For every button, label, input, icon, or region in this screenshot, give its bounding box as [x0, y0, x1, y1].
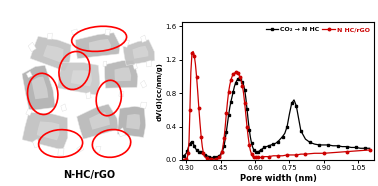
N HC/rGO [204, 157, 209, 159]
Polygon shape [147, 60, 151, 67]
Polygon shape [123, 40, 155, 65]
Polygon shape [86, 92, 91, 99]
Polygon shape [133, 63, 138, 69]
Polygon shape [95, 146, 101, 153]
Polygon shape [103, 61, 107, 66]
Polygon shape [71, 70, 92, 86]
Polygon shape [126, 114, 140, 129]
Line: CO₂ → N HC: CO₂ → N HC [183, 77, 371, 159]
Polygon shape [140, 80, 147, 88]
Text: N-HC/rGO: N-HC/rGO [63, 170, 115, 180]
Polygon shape [43, 45, 64, 62]
Polygon shape [140, 102, 147, 109]
N HC/rGO [191, 50, 195, 53]
Polygon shape [118, 106, 146, 137]
Polygon shape [37, 121, 59, 140]
Polygon shape [76, 33, 120, 59]
Polygon shape [28, 42, 36, 52]
N HC/rGO [254, 156, 259, 159]
Polygon shape [71, 29, 78, 35]
N HC/rGO [225, 100, 230, 103]
Polygon shape [32, 77, 48, 99]
CO₂ → N HC [182, 155, 186, 157]
N HC/rGO [209, 158, 214, 160]
CO₂ → N HC [367, 147, 372, 149]
Polygon shape [61, 104, 67, 111]
Legend: CO₂ → N HC, N HC/rGO: CO₂ → N HC, N HC/rGO [265, 25, 371, 33]
X-axis label: Pore width (nm): Pore width (nm) [240, 174, 316, 183]
Polygon shape [119, 92, 124, 97]
CO₂ → N HC [235, 78, 240, 80]
Polygon shape [47, 33, 53, 39]
Polygon shape [105, 29, 110, 35]
Polygon shape [30, 36, 71, 71]
CO₂ → N HC [285, 126, 290, 128]
Polygon shape [133, 46, 148, 59]
Polygon shape [26, 71, 32, 78]
Polygon shape [26, 109, 33, 116]
N HC/rGO [224, 112, 229, 114]
Polygon shape [22, 65, 55, 111]
Polygon shape [118, 128, 125, 137]
Polygon shape [57, 63, 100, 95]
Polygon shape [58, 148, 64, 155]
CO₂ → N HC [232, 85, 237, 88]
Polygon shape [105, 60, 138, 88]
N HC/rGO [367, 149, 372, 151]
CO₂ → N HC [218, 153, 223, 155]
Polygon shape [77, 104, 119, 139]
N HC/rGO [240, 85, 245, 87]
Polygon shape [141, 35, 146, 43]
Polygon shape [33, 139, 40, 148]
Polygon shape [22, 112, 68, 150]
N HC/rGO [182, 159, 186, 161]
Polygon shape [89, 39, 111, 52]
Polygon shape [115, 68, 131, 81]
CO₂ → N HC [237, 77, 241, 79]
Y-axis label: dV(d)(cc/nm/g): dV(d)(cc/nm/g) [157, 62, 163, 121]
Polygon shape [89, 112, 110, 130]
Polygon shape [77, 145, 84, 152]
CO₂ → N HC [209, 156, 214, 159]
CO₂ → N HC [202, 154, 207, 156]
CO₂ → N HC [256, 150, 261, 153]
Polygon shape [122, 40, 130, 47]
Line: N HC/rGO: N HC/rGO [183, 50, 371, 161]
